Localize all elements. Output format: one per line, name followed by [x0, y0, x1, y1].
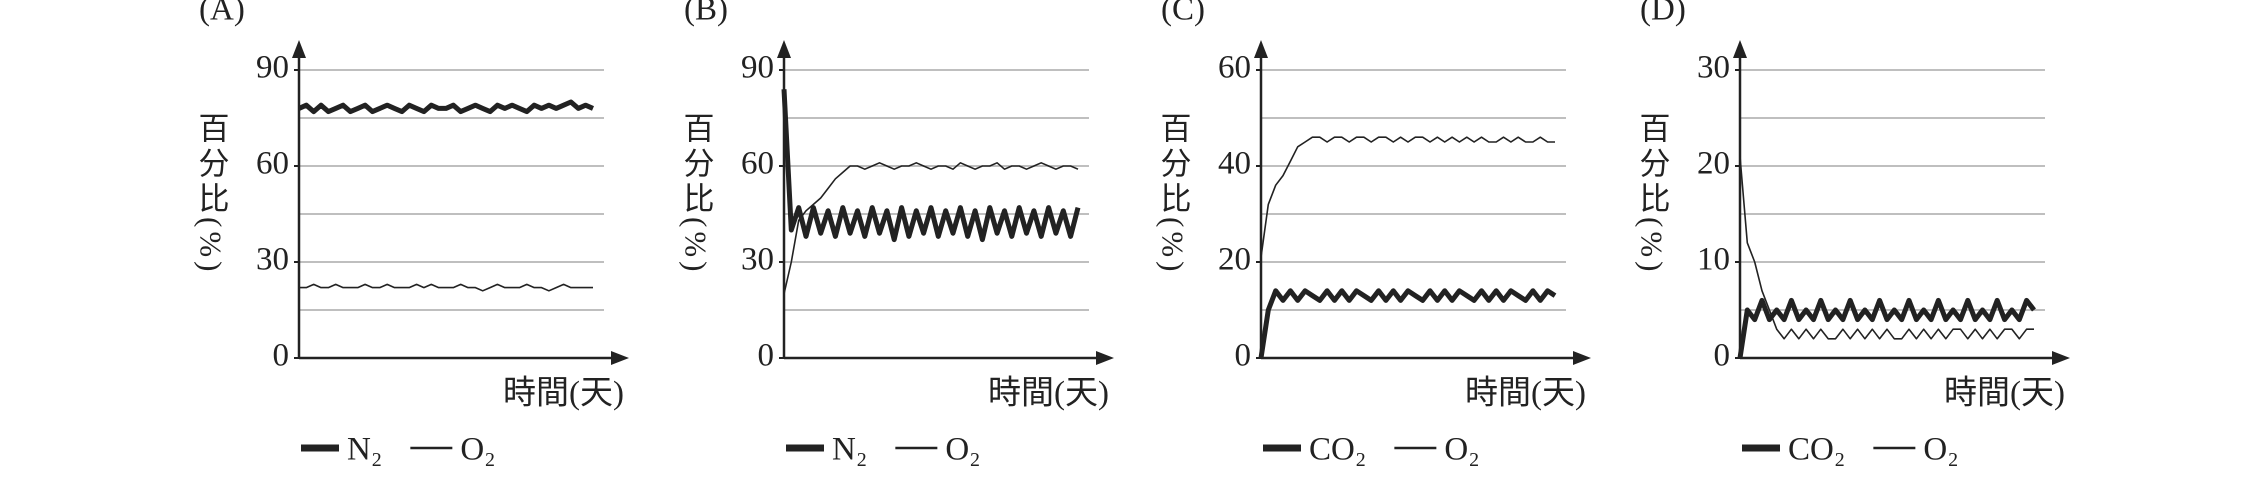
x-axis-label: 時間(天): [1465, 376, 1586, 412]
y-tick-label: 60: [741, 146, 774, 182]
legend-label: N₂: [347, 432, 382, 468]
series-line: [297, 99, 594, 115]
y-axis-arrow: [1733, 40, 1747, 58]
y-tick-label: 90: [256, 50, 289, 86]
x-axis-label: 時間(天): [1944, 376, 2065, 412]
y-axis-arrow: [292, 40, 306, 58]
y-axis-arrow: [777, 40, 791, 58]
legend-label: CO₂: [1309, 432, 1366, 468]
y-tick-label: 0: [758, 338, 775, 374]
legend-label: CO₂: [1788, 432, 1845, 468]
chart-title: (B): [684, 0, 728, 28]
y-tick-label: 0: [273, 338, 290, 374]
y-tick-label: 40: [1218, 146, 1251, 182]
y-axis-label: 百分比(%): [194, 112, 229, 275]
x-axis-arrow: [1573, 351, 1591, 365]
y-axis-label: 百分比(%): [1156, 112, 1191, 275]
y-tick-label: 90: [741, 50, 774, 86]
y-tick-label: 20: [1697, 146, 1730, 182]
legend-label: O₂: [1444, 432, 1479, 468]
y-tick-label: 0: [1714, 338, 1731, 374]
x-axis-arrow: [1096, 351, 1114, 365]
y-axis-label: 百分比(%): [1635, 112, 1670, 275]
y-tick-label: 0: [1235, 338, 1252, 374]
y-tick-label: 60: [256, 146, 289, 182]
series-line: [1737, 297, 2036, 359]
series-line: [781, 89, 1081, 243]
series-line: [783, 162, 1079, 295]
y-tick-label: 30: [741, 242, 774, 278]
chart-title: (D): [1640, 0, 1686, 28]
y-tick-label: 30: [1697, 50, 1730, 86]
y-tick-label: 60: [1218, 50, 1251, 86]
x-axis-label: 時間(天): [988, 376, 1109, 412]
y-tick-label: 30: [256, 242, 289, 278]
y-tick-label: 10: [1697, 242, 1730, 278]
x-axis-arrow: [611, 351, 629, 365]
series-line: [1260, 136, 1555, 258]
series-line: [1739, 156, 2034, 340]
series-line: [299, 283, 593, 292]
chart-title: (A): [199, 0, 245, 28]
x-axis-label: 時間(天): [503, 376, 624, 412]
legend-label: N₂: [832, 432, 867, 468]
y-axis-label: 百分比(%): [679, 112, 714, 275]
chart-title: (C): [1161, 0, 1205, 28]
series-line: [1258, 288, 1557, 359]
y-tick-label: 20: [1218, 242, 1251, 278]
x-axis-arrow: [2052, 351, 2070, 365]
legend-label: O₂: [945, 432, 980, 468]
y-axis-arrow: [1254, 40, 1268, 58]
legend-label: O₂: [460, 432, 495, 468]
legend-label: O₂: [1923, 432, 1958, 468]
